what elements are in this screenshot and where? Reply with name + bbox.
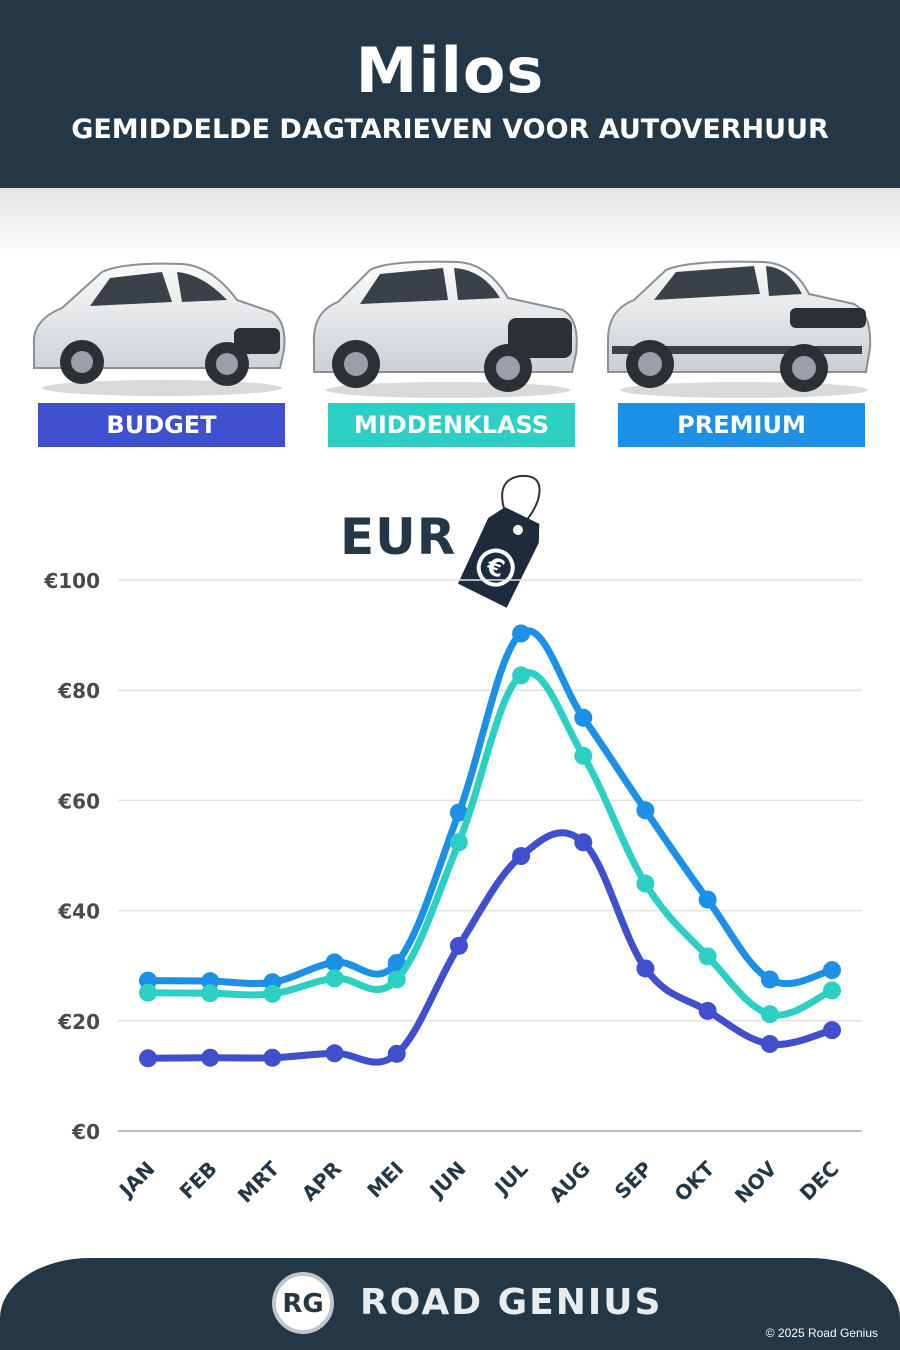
data-point-middenklass — [139, 983, 157, 1002]
y-tick-label: €20 — [57, 1010, 100, 1034]
data-point-budget — [201, 1048, 220, 1067]
brand-block: RG ROAD GENIUS — [272, 1272, 660, 1334]
footer-bar — [0, 1258, 900, 1350]
copyright: © 2025 Road Genius — [765, 1326, 878, 1340]
data-point-premium — [449, 803, 468, 822]
x-tick-label: SEP — [610, 1157, 657, 1204]
data-point-premium — [823, 961, 841, 980]
data-point-budget — [325, 1044, 344, 1063]
data-point-middenklass — [574, 746, 593, 765]
y-tick-label: €40 — [57, 900, 100, 924]
data-point-budget — [698, 1001, 717, 1020]
data-point-budget — [263, 1048, 282, 1067]
x-tick-label: APR — [297, 1157, 346, 1206]
budget-car-icon — [22, 250, 292, 400]
data-point-budget — [387, 1044, 406, 1063]
data-point-premium — [760, 970, 779, 989]
data-point-premium — [574, 708, 593, 727]
series-line-premium — [144, 627, 836, 988]
data-point-premium — [512, 624, 531, 643]
data-point-middenklass — [698, 947, 717, 966]
data-point-middenklass — [449, 833, 468, 852]
x-tick-label: AUG — [544, 1157, 595, 1208]
data-point-premium — [636, 801, 655, 820]
logo-text: RG — [282, 1289, 324, 1319]
data-point-budget — [139, 1049, 157, 1068]
data-point-middenklass — [636, 874, 655, 893]
line-chart: €0 €20 €40 €60 €80 €100 JAN FEB MRT APR MEI JUN JUL A… — [0, 460, 900, 1240]
data-point-middenklass — [512, 666, 531, 685]
road-genius-logo-icon: RG — [272, 1272, 334, 1334]
chart-subtitle: GEMIDDELDE DAGTARIEVEN VOOR AUTOVERHUUR — [71, 114, 829, 145]
brand-name: ROAD GENIUS — [360, 1282, 663, 1323]
x-tick-label: JUN — [423, 1157, 470, 1204]
euro-price-tag-icon: € — [450, 470, 550, 610]
series-line-middenklass — [144, 669, 836, 1019]
data-point-budget — [760, 1034, 779, 1053]
x-tick-label: FEB — [175, 1157, 222, 1204]
data-point-middenklass — [201, 984, 220, 1003]
header-shadow — [0, 188, 900, 258]
chart-svg: €0 €20 €40 €60 €80 €100 JAN FEB MRT APR MEI JUN JUL A… — [43, 569, 862, 1208]
x-tick-label: JAN — [113, 1157, 159, 1203]
category-label-budget: BUDGET — [38, 403, 285, 447]
data-point-premium — [387, 953, 406, 972]
data-point-middenklass — [263, 984, 282, 1003]
midsize-suv-icon — [308, 250, 578, 400]
data-point-budget — [823, 1021, 841, 1040]
data-point-budget — [574, 833, 593, 852]
y-tick-label: €0 — [71, 1120, 100, 1144]
x-tick-label: OKT — [670, 1156, 720, 1206]
data-point-budget — [512, 847, 531, 866]
data-point-middenklass — [325, 969, 344, 988]
x-tick-label: DEC — [795, 1157, 844, 1206]
data-point-premium — [698, 890, 717, 909]
data-point-middenklass — [760, 1005, 779, 1024]
series-line-budget — [144, 829, 836, 1066]
premium-suv-icon — [604, 250, 874, 400]
data-point-premium — [325, 953, 344, 972]
data-point-budget — [636, 959, 655, 978]
currency-label: EUR — [340, 508, 457, 566]
category-label-middenklass: MIDDENKLASS — [328, 403, 575, 447]
category-label-premium: PREMIUM — [618, 403, 865, 447]
x-tick-label: MRT — [233, 1156, 284, 1207]
header-banner: Milos GEMIDDELDE DAGTARIEVEN VOOR AUTOVE… — [0, 0, 900, 188]
city-title: Milos — [355, 34, 545, 107]
x-tick-label: MEI — [362, 1157, 408, 1203]
x-tick-label: NOV — [730, 1156, 782, 1208]
data-point-budget — [449, 936, 468, 955]
data-point-middenklass — [387, 970, 406, 989]
y-tick-label: €60 — [57, 789, 100, 813]
data-point-middenklass — [823, 981, 841, 1000]
y-tick-label: €80 — [57, 679, 100, 703]
x-tick-label: JUL — [488, 1156, 532, 1200]
y-tick-label: €100 — [43, 569, 100, 593]
